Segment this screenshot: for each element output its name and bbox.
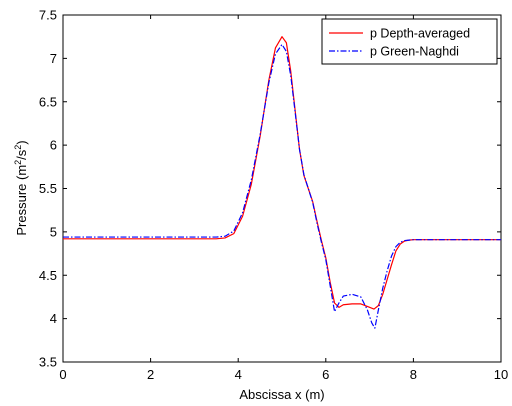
x-axis-label: Abscissa x (m): [239, 387, 324, 402]
x-tick-label-5: 10: [494, 367, 508, 382]
series-layer: [63, 36, 501, 329]
y-axis-label-suffix: ): [14, 140, 29, 144]
y-axis-label-sup1: 2: [13, 160, 23, 165]
y-tick-label-7: 7: [50, 51, 57, 66]
y-axis-label-prefix: Pressure (m: [14, 165, 29, 236]
x-tick-label-3: 6: [322, 367, 329, 382]
x-tick-label-0: 0: [59, 367, 66, 382]
y-axis-label: Pressure (m2/s2): [13, 140, 29, 235]
legend-box: [321, 18, 498, 65]
y-tick-label-6: 6.5: [39, 94, 57, 109]
y-tick-label-8: 7.5: [39, 8, 57, 23]
legend-label-depth-averaged: p Depth-averaged: [370, 27, 470, 41]
y-tick-label-3: 5: [50, 224, 57, 239]
y-tick-label-2: 4.5: [39, 268, 57, 283]
y-tick-label-4: 5.5: [39, 181, 57, 196]
y-tick-label-0: 3.5: [39, 355, 57, 370]
y-tick-label-5: 6: [50, 138, 57, 153]
series-line-1: [63, 43, 501, 329]
legend: p Depth-averaged p Green-Naghdi: [321, 18, 498, 65]
y-axis-label-sup2: 2: [13, 145, 23, 150]
x-tick-label-2: 4: [235, 367, 242, 382]
ticks-layer: 0 2 4 6 8 10 3.5 4 4.5 5 5.5 6 6.5 7 7.5: [39, 8, 508, 383]
legend-label-green-naghdi: p Green-Naghdi: [370, 45, 459, 59]
y-tick-label-1: 4: [50, 311, 57, 326]
y-axis-label-mid: /s: [14, 149, 29, 160]
x-tick-label-4: 8: [410, 367, 417, 382]
x-tick-label-1: 2: [147, 367, 154, 382]
plot-area: [62, 14, 502, 363]
